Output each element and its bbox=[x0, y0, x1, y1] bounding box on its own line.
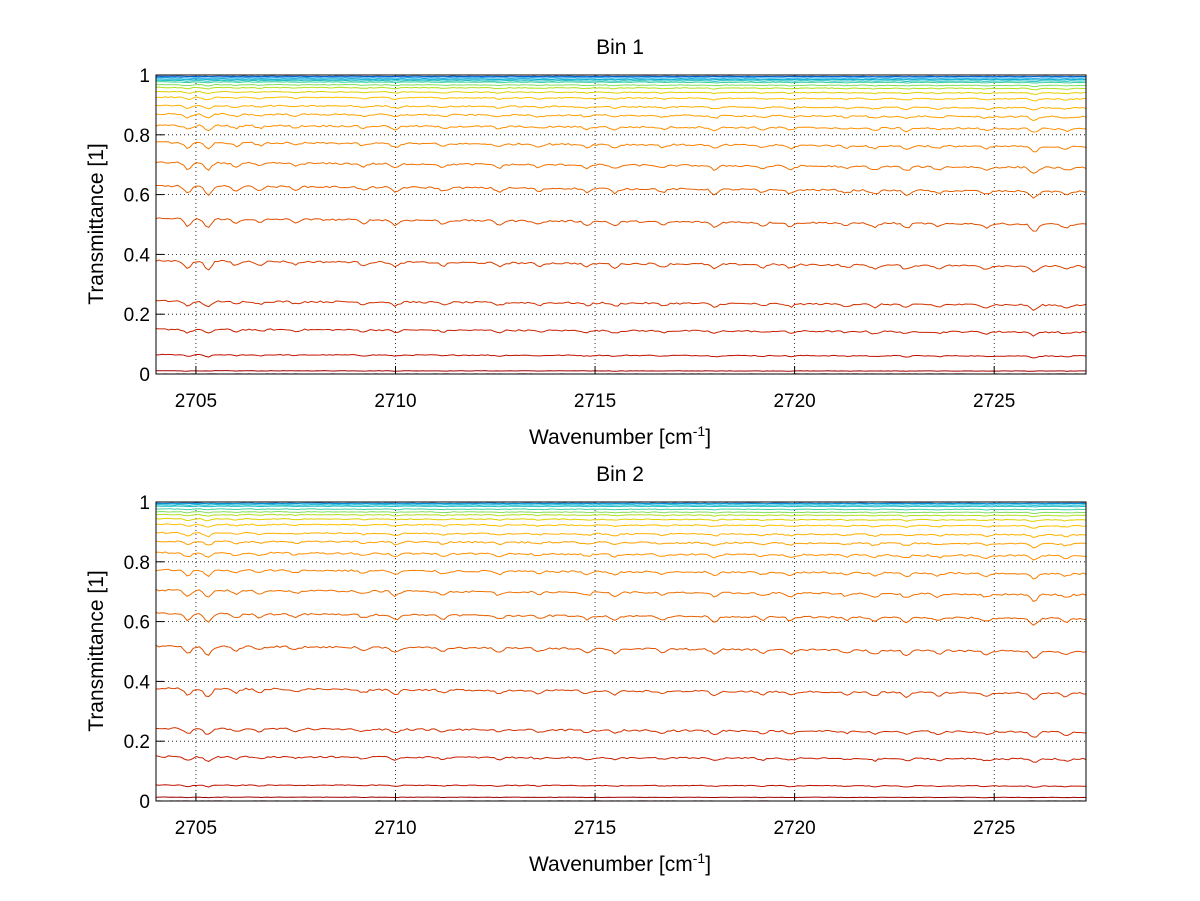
x-tick-label: 2720 bbox=[773, 818, 815, 839]
series-line bbox=[155, 517, 1087, 522]
series-line bbox=[155, 161, 1087, 174]
series-line bbox=[155, 370, 1087, 372]
series-line bbox=[155, 784, 1087, 788]
series-line bbox=[155, 217, 1087, 232]
series-line bbox=[155, 259, 1087, 273]
grid-lines bbox=[156, 74, 1086, 375]
series-line bbox=[155, 79, 1087, 83]
x-tick-label: 2720 bbox=[773, 391, 815, 412]
y-tick-label: 0 bbox=[139, 365, 150, 386]
series-line bbox=[155, 184, 1087, 199]
series-line bbox=[155, 551, 1087, 561]
y-tick-label: 0.4 bbox=[124, 672, 151, 693]
series-line bbox=[155, 90, 1087, 95]
x-tick-label: 2725 bbox=[973, 818, 1015, 839]
x-tick-label: 2725 bbox=[973, 391, 1015, 412]
x-axis-label-sup: -1 bbox=[693, 850, 706, 866]
series-line bbox=[155, 328, 1087, 337]
x-axis-label-sup: -1 bbox=[693, 423, 706, 439]
series-line bbox=[155, 83, 1087, 88]
y-tick-label: 0.6 bbox=[124, 613, 150, 634]
y-tick-label: 0.2 bbox=[124, 305, 150, 326]
x-ticks: 2705 2710 2715 2720 2725 bbox=[175, 793, 1015, 839]
y-ticks: 0 0.2 0.4 0.6 0.8 1 bbox=[124, 66, 164, 386]
series-line bbox=[155, 508, 1087, 511]
y-tick-label: 0.2 bbox=[124, 732, 150, 753]
y-axis-label: Transmittance [1] bbox=[85, 143, 108, 304]
grid-lines bbox=[156, 501, 1086, 802]
series-line bbox=[155, 796, 1087, 799]
series-line bbox=[155, 755, 1087, 763]
x-tick-label: 2715 bbox=[574, 391, 616, 412]
series-line bbox=[155, 513, 1087, 518]
x-tick-label: 2715 bbox=[574, 818, 616, 839]
series-line bbox=[155, 141, 1087, 153]
plot-frame bbox=[155, 501, 1087, 802]
series-line bbox=[155, 504, 1087, 506]
series-line bbox=[155, 86, 1087, 91]
plot-frame bbox=[155, 74, 1087, 375]
series-line bbox=[155, 77, 1087, 79]
series-line bbox=[155, 299, 1087, 312]
series-line bbox=[155, 540, 1087, 549]
x-tick-label: 2710 bbox=[374, 391, 416, 412]
series-line bbox=[155, 112, 1087, 122]
series-line bbox=[155, 81, 1087, 84]
y-tick-label: 0.6 bbox=[124, 186, 150, 207]
series-line bbox=[155, 531, 1087, 539]
series-line bbox=[155, 78, 1087, 81]
series-lines bbox=[155, 501, 1087, 802]
y-tick-label: 0.4 bbox=[124, 245, 151, 266]
series-line bbox=[155, 511, 1087, 514]
series-line bbox=[155, 612, 1087, 626]
series-line bbox=[155, 687, 1087, 700]
x-axis-label: Wavenumber [cm-1] bbox=[529, 850, 711, 876]
y-tick-label: 0.8 bbox=[124, 126, 150, 147]
series-line bbox=[155, 104, 1087, 111]
series-lines bbox=[155, 74, 1087, 375]
y-tick-label: 1 bbox=[139, 66, 150, 87]
x-tick-label: 2710 bbox=[374, 818, 416, 839]
chart-title: Bin 1 bbox=[596, 36, 644, 59]
x-ticks: 2705 2710 2715 2720 2725 bbox=[175, 366, 1015, 412]
y-tick-label: 0.8 bbox=[124, 553, 150, 574]
series-line bbox=[155, 124, 1087, 133]
series-line bbox=[155, 96, 1087, 102]
chart-panel-bin-2: Bin 2 2705 2710 2715 2720 2725 0 0.2 0.4 0.6 0.8… bbox=[85, 463, 1087, 876]
series-line bbox=[155, 644, 1087, 659]
x-tick-label: 2705 bbox=[175, 818, 217, 839]
series-line bbox=[155, 353, 1087, 359]
series-line bbox=[155, 588, 1087, 603]
series-line bbox=[155, 523, 1087, 529]
series-line bbox=[155, 727, 1087, 738]
x-tick-label: 2705 bbox=[175, 391, 217, 412]
x-axis-label: Wavenumber [cm-1] bbox=[529, 423, 711, 449]
chart-panel-bin-1: Bin 1 2705 2710 2715 2720 2725 0 0.2 0.4 0.6 0.8… bbox=[85, 36, 1087, 449]
y-tick-label: 1 bbox=[139, 493, 150, 514]
chart-title: Bin 2 bbox=[596, 463, 644, 486]
y-ticks: 0 0.2 0.4 0.6 0.8 1 bbox=[124, 493, 164, 813]
y-axis-label: Transmittance [1] bbox=[85, 570, 108, 731]
series-line bbox=[155, 568, 1087, 580]
series-line bbox=[155, 505, 1087, 508]
y-tick-label: 0 bbox=[139, 792, 150, 813]
